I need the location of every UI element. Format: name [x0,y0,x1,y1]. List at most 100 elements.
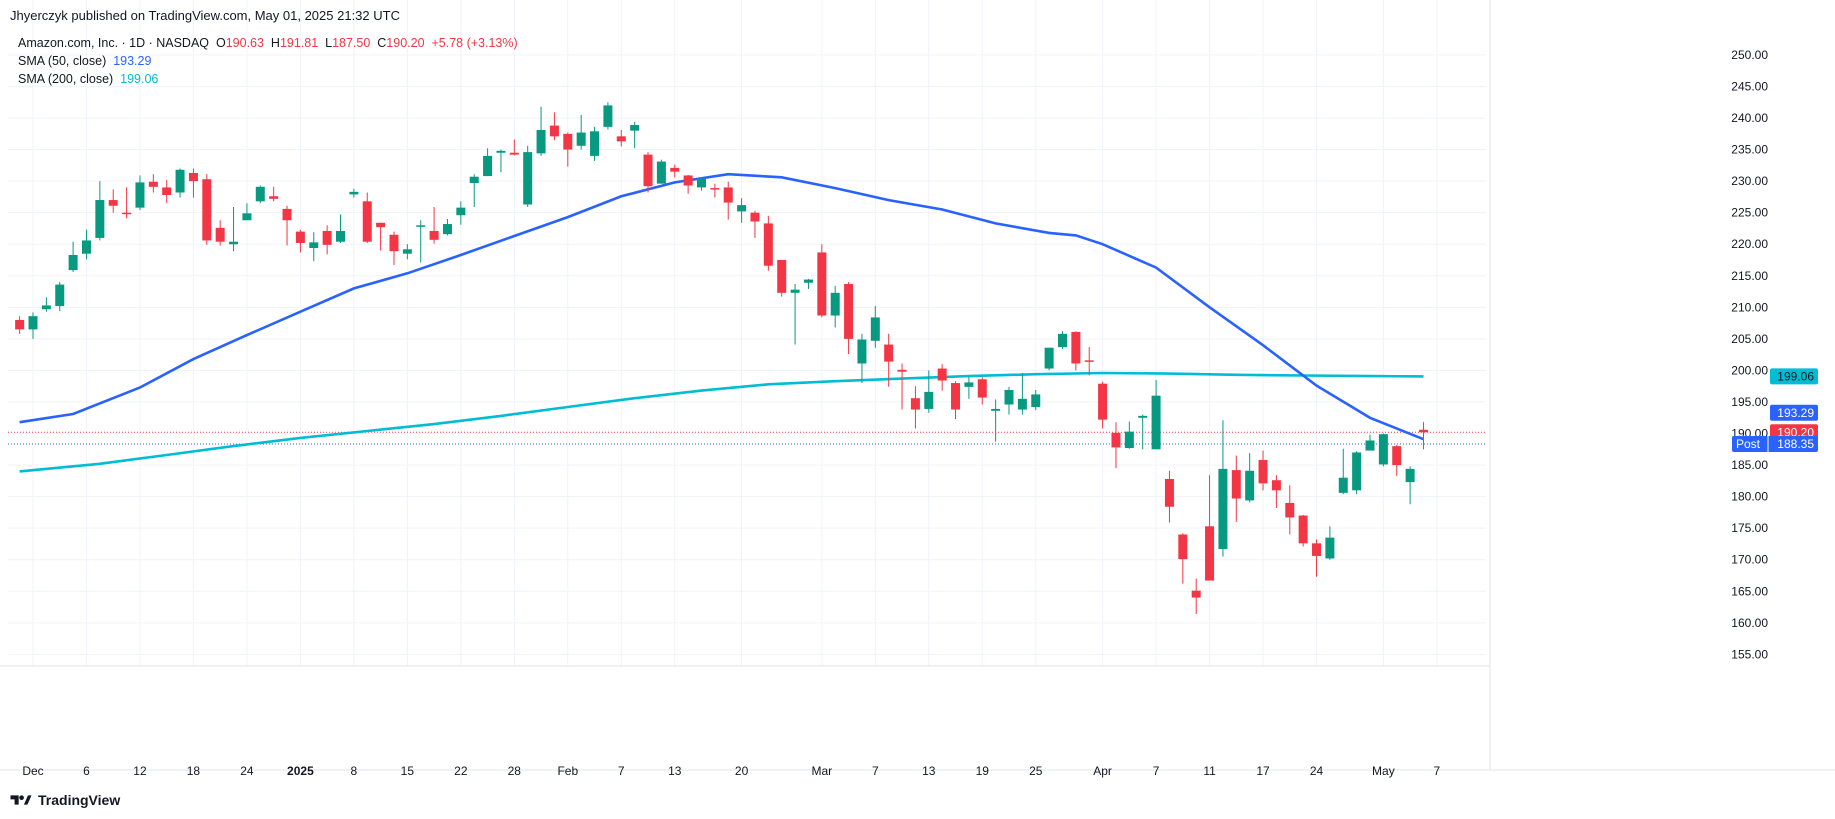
candle [817,244,827,318]
candle-body [162,187,172,196]
candle [1218,420,1228,557]
candle [1378,433,1388,467]
candle-body [991,408,1001,411]
candle [1057,331,1067,349]
candle-body [1205,526,1215,581]
candle-body [322,230,332,245]
candle-body [1258,460,1268,484]
candle-body [148,181,158,187]
candle [483,148,493,177]
y-tick-label: 200.00 [1731,363,1768,377]
candle-body [563,133,573,150]
y-tick-label: 210.00 [1731,300,1768,314]
change-value: +5.78 (+3.13%) [431,36,518,50]
y-tick-label: 225.00 [1731,206,1768,220]
candle-body [803,279,813,283]
candle [1178,533,1188,584]
candle-body [15,319,25,330]
candle [1418,422,1428,450]
candle [750,210,760,238]
x-tick-label: 7 [1434,764,1441,778]
candle [202,174,212,245]
candle [1124,421,1134,449]
sma200-row: SMA (200, close) 199.06 [18,70,518,88]
candle [790,283,800,345]
candle-body [1004,389,1014,405]
price-tag: 193.29 [1770,404,1818,421]
candle-body [697,178,706,188]
candle-body [683,175,693,186]
price-tag: 199.06 [1770,368,1818,385]
tradingview-brand-text: TradingView [38,792,121,808]
candle [175,168,185,198]
y-tick-label: 175.00 [1731,521,1768,535]
candle-body [1285,502,1295,518]
candle [122,187,132,219]
candle-body [710,188,720,190]
candle-body [1218,468,1228,550]
y-tick-label: 245.00 [1731,79,1768,93]
candle-body [389,234,399,252]
candle [389,231,399,266]
candle [737,198,747,223]
candle-body [763,223,773,266]
candle [95,181,105,241]
candle [1138,414,1148,450]
candle-body [108,200,118,206]
candle-body [750,212,760,222]
candle [1098,381,1108,429]
candle [1084,347,1094,376]
y-tick-label: 155.00 [1731,647,1768,661]
candle-body [603,105,613,127]
tradingview-logo[interactable]: TradingView [10,792,120,808]
candles [15,102,1428,614]
y-tick-label: 180.00 [1731,490,1768,504]
symbol-label: Amazon.com, Inc. · 1D · NASDAQ [18,36,210,50]
candle-body [616,136,626,142]
candle-body [41,305,51,310]
candle-body [549,125,559,137]
y-tick-label: 160.00 [1731,616,1768,630]
candle [1338,448,1348,495]
candle-body [1418,429,1428,433]
candle [777,260,787,297]
chart-grid [8,0,1486,666]
candle-body [416,225,426,227]
tradingview-logo-icon [10,795,32,805]
candle-body [255,186,265,202]
x-tick-label: 18 [187,764,201,778]
candle-body [1178,534,1188,560]
price-tag-bg [1770,368,1818,385]
candle [924,370,934,413]
candle-body [656,161,666,184]
candle-body [643,154,653,187]
candle-body [1352,452,1362,491]
candle [951,381,961,420]
candle-body [670,167,680,172]
candle-body [1071,331,1081,364]
low-value: 187.50 [332,36,371,50]
candle-body [1245,470,1255,501]
price-tag-value: 190.20 [1777,425,1814,439]
x-tick-label: 28 [508,764,522,778]
x-tick-label: 6 [83,764,90,778]
candle [1352,451,1362,495]
candle-body [456,207,466,216]
chart-legend: Amazon.com, Inc. · 1D · NASDAQ O190.63 H… [18,34,518,88]
candle [763,215,773,271]
candle [897,363,907,410]
candle [523,145,533,208]
x-tick-label: 11 [1203,764,1216,778]
close-value: 190.20 [386,36,425,50]
candle [1231,455,1241,522]
candle [1392,444,1402,476]
candle-body [1017,398,1027,410]
candle [269,186,279,202]
candle-body [509,152,519,155]
candle [710,183,720,198]
y-tick-label: 185.00 [1731,458,1768,472]
candle-body [1312,543,1322,556]
candle-body [55,284,65,307]
candle-body [910,398,920,410]
